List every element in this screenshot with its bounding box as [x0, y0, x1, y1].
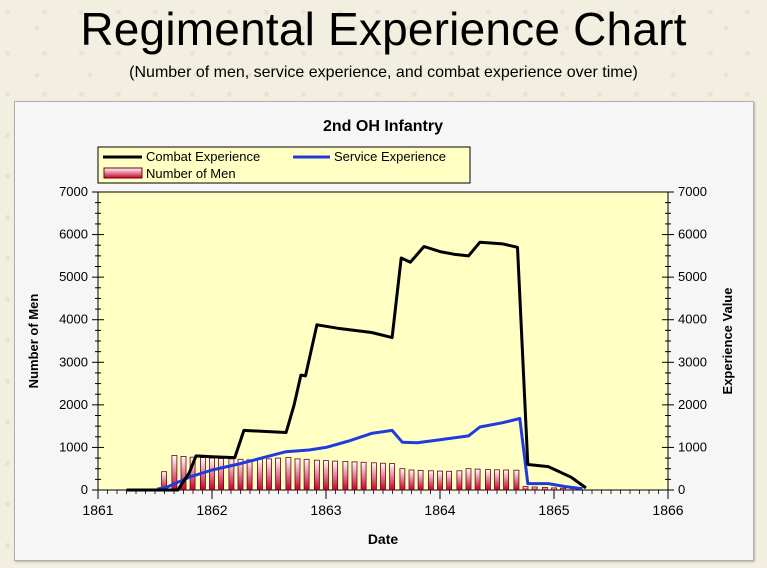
- y2-tick-label-7: 7000: [678, 184, 707, 199]
- bar-men-15: [303, 458, 310, 491]
- y2-tick-label-2: 2000: [678, 397, 707, 412]
- y-tick-label-0: 0: [81, 482, 88, 497]
- bar-men-6: [218, 458, 225, 491]
- line-service-experience: [157, 417, 583, 491]
- legend-label-men: Number of Men: [146, 166, 236, 181]
- bar-men-14: [294, 458, 301, 491]
- x-tick-label-2: 1863: [310, 502, 341, 518]
- bar-men-28: [427, 470, 434, 491]
- bar-men-34: [484, 469, 491, 491]
- bar-men-30: [446, 470, 453, 491]
- y2-tick-label-5: 5000: [678, 269, 707, 284]
- bar-men-10: [256, 458, 263, 491]
- bar-men-21: [360, 461, 367, 491]
- bar-men-26: [408, 469, 415, 491]
- bar-men-40: [542, 486, 548, 491]
- bar-men-35: [494, 469, 500, 491]
- bar-men-20: [351, 461, 358, 491]
- axes-layer: 0 1000 2000 3000 4000 5000 6000 7000 0 1000 2000 30…: [59, 184, 707, 518]
- bar-men-39: [531, 486, 538, 491]
- y-tick-label-6: 6000: [59, 227, 88, 242]
- y2-tick-label-4: 4000: [678, 312, 707, 327]
- y-tick-label-5: 5000: [59, 269, 88, 284]
- x-tick-label-3: 1864: [424, 502, 455, 518]
- y-tick-label-7: 7000: [59, 184, 88, 199]
- bar-men-33: [474, 468, 481, 491]
- bar-men-42: [560, 487, 566, 491]
- bar-men-13: [285, 457, 292, 491]
- chart-svg: 2nd OH Infantry Combat Experience Servic…: [26, 118, 735, 547]
- x-tick-label-5: 1866: [652, 502, 683, 518]
- bar-men-23: [380, 462, 386, 491]
- bar-men-31: [456, 470, 463, 491]
- bar-men-7: [228, 458, 235, 491]
- bar-men-12: [275, 457, 282, 491]
- bar-men-17: [323, 460, 329, 491]
- y-tick-label-4: 4000: [59, 312, 88, 327]
- x-tick-label-0: 1861: [82, 502, 113, 518]
- y-tick-label-2: 2000: [59, 397, 88, 412]
- bar-men-36: [503, 469, 510, 491]
- legend: Combat Experience Service Experience Num…: [97, 146, 471, 184]
- page-subtitle: (Number of men, service experience, and …: [129, 64, 638, 81]
- legend-label-service: Service Experience: [334, 149, 446, 164]
- bar-men-29: [437, 470, 443, 491]
- bar-men-27: [417, 469, 424, 491]
- y2-axis-label: Experience Value: [720, 288, 735, 395]
- bar-men-9: [246, 459, 253, 491]
- bar-men-11: [266, 458, 272, 491]
- bar-men-18: [332, 460, 339, 491]
- chart-frame: 2nd OH Infantry Combat Experience Servic…: [14, 101, 754, 561]
- y-tick-label-3: 3000: [59, 354, 88, 369]
- chart-title: 2nd OH Infantry: [323, 118, 443, 135]
- x-axis-label: Date: [368, 531, 399, 547]
- bar-men-16: [313, 459, 320, 491]
- y2-tick-label-6: 6000: [678, 227, 707, 242]
- lines-layer: [126, 240, 587, 492]
- bar-men-24: [389, 463, 396, 491]
- line-combat-experience: [126, 240, 587, 492]
- y2-tick-label-3: 3000: [678, 354, 707, 369]
- bar-men-19: [342, 461, 349, 491]
- y-tick-label-1: 1000: [59, 439, 88, 454]
- x-tick-label-1: 1862: [196, 502, 227, 518]
- y2-tick-label-1: 1000: [678, 439, 707, 454]
- bar-men-22: [370, 462, 377, 491]
- y2-tick-label-0: 0: [678, 482, 685, 497]
- bar-men-37: [513, 469, 520, 491]
- bar-men-25: [399, 468, 406, 491]
- x-tick-label-4: 1865: [538, 502, 569, 518]
- bar-men-5: [209, 457, 215, 491]
- bar-men-32: [465, 468, 472, 491]
- plot-area: [97, 191, 669, 491]
- legend-swatch-men: [103, 167, 143, 179]
- bar-men-38: [522, 486, 529, 491]
- y-axis-label: Number of Men: [26, 294, 41, 389]
- bar-men-41: [551, 487, 557, 491]
- legend-label-combat: Combat Experience: [146, 149, 260, 164]
- page-title: Regimental Experience Chart: [80, 3, 687, 55]
